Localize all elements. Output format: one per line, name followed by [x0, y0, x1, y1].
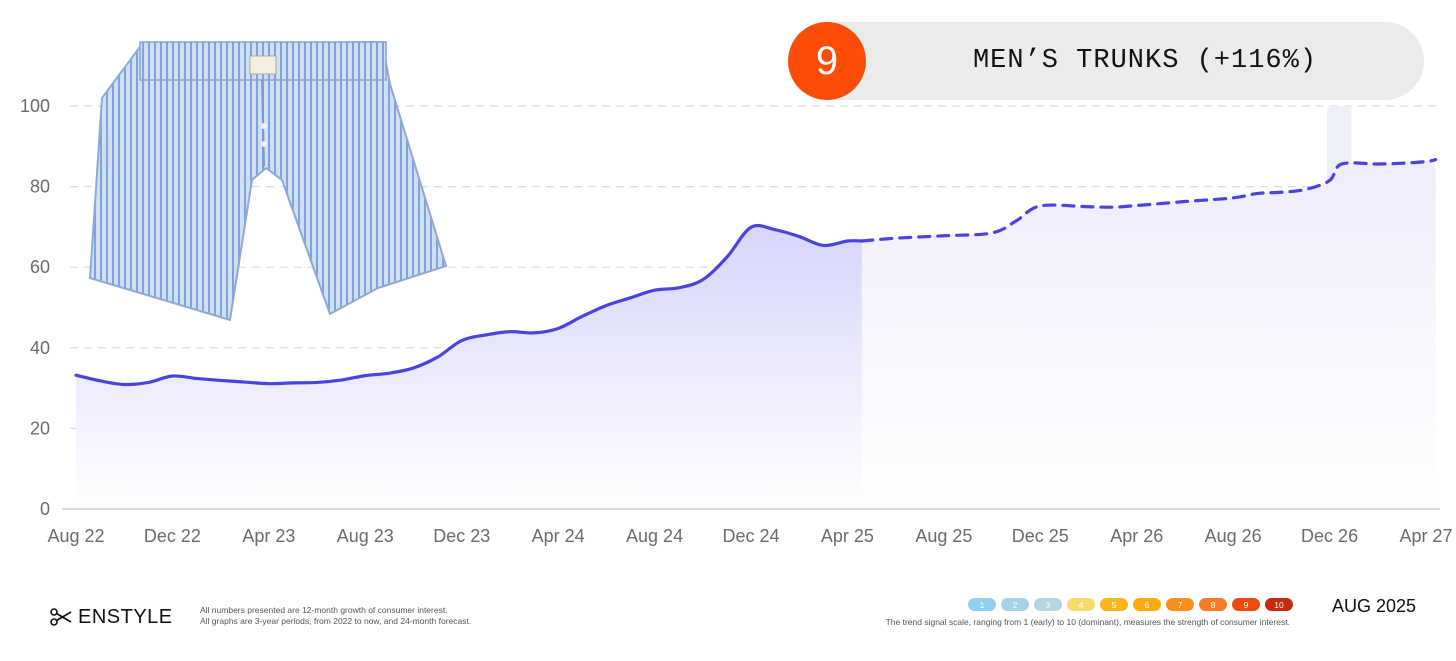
y-tick-label: 0: [40, 499, 50, 519]
rank-header: 9 MEN’S TRUNKS (+116%): [788, 22, 1424, 100]
scale-chip: 7: [1166, 598, 1194, 611]
scale-chip: 8: [1199, 598, 1227, 611]
x-tick-label: Aug 23: [337, 526, 394, 546]
footnotes: All numbers presented are 12-month growt…: [200, 605, 471, 627]
scale-chip: 2: [1001, 598, 1029, 611]
y-tick-label: 80: [30, 177, 50, 197]
scale-chip: 4: [1067, 598, 1095, 611]
x-tick-label: Apr 26: [1110, 526, 1163, 546]
scale-chip: 5: [1100, 598, 1128, 611]
actual-area: [76, 225, 862, 510]
scale-note: The trend signal scale, ranging from 1 (…: [885, 617, 1290, 627]
x-tick-label: Apr 23: [242, 526, 295, 546]
forecast-area: [861, 159, 1436, 509]
scale-chip: 9: [1232, 598, 1260, 611]
footnote-line: All graphs are 3-year periods, from 2022…: [200, 616, 472, 626]
footnote-line: All numbers presented are 12-month growt…: [200, 605, 448, 615]
scale-chip: 6: [1133, 598, 1161, 611]
trend-title: MEN’S TRUNKS (+116%): [972, 46, 1318, 76]
y-tick-label: 40: [30, 338, 50, 358]
x-tick-label: Aug 26: [1205, 526, 1262, 546]
forecast-line: [860, 157, 1438, 243]
scissors-icon: [50, 608, 72, 626]
brand-logo: ENSTYLE: [50, 604, 173, 630]
x-tick-label: Aug 25: [915, 526, 972, 546]
x-tick-label: Apr 27: [1399, 526, 1452, 546]
brand-name: ENSTYLE: [78, 605, 173, 628]
y-tick-label: 100: [20, 96, 50, 116]
x-tick-label: Aug 22: [47, 526, 104, 546]
x-tick-label: Dec 26: [1301, 526, 1358, 546]
x-tick-label: Dec 23: [433, 526, 490, 546]
y-tick-label: 20: [30, 418, 50, 438]
x-tick-label: Aug 24: [626, 526, 683, 546]
scale-chip: 1: [968, 598, 996, 611]
tag-icon: [249, 55, 277, 75]
trend-signal-scale: 1 2 3 4 5 6 7 8 9 10: [968, 598, 1293, 611]
report-date: AUG 2025: [1332, 596, 1417, 616]
x-tick-label: Apr 25: [821, 526, 874, 546]
rank-badge: 9: [788, 22, 866, 100]
x-tick-label: Dec 24: [722, 526, 779, 546]
x-tick-label: Apr 24: [532, 526, 585, 546]
x-tick-label: Dec 22: [144, 526, 201, 546]
actual-line: [74, 223, 864, 387]
scale-chip: 10: [1265, 598, 1293, 611]
y-tick-label: 60: [30, 257, 50, 277]
x-tick-label: Dec 25: [1012, 526, 1069, 546]
scale-chip: 3: [1034, 598, 1062, 611]
product-image: [88, 40, 448, 322]
